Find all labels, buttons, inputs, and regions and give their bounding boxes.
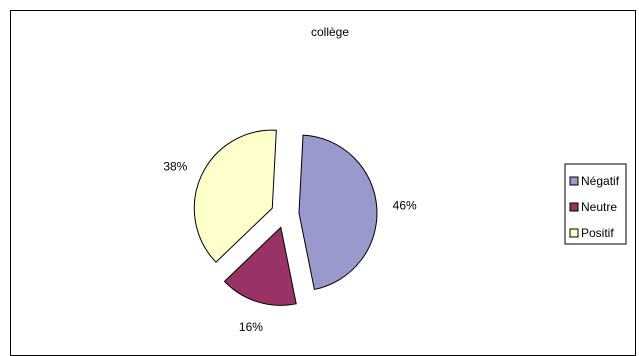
legend-label-positif: Positif [581,226,614,240]
pie-label-neutre: 16% [239,320,263,334]
chart-title: collège [311,25,349,39]
legend-swatch-negatif [569,176,579,186]
pie-slice-positif [193,129,277,263]
chart-legend: Négatif Neutre Positif [564,163,627,245]
legend-label-negatif: Négatif [581,174,620,188]
pie-label-positif: 38% [163,160,187,174]
pie-slice-neutre [223,226,297,306]
pie-slice-negatif [298,134,378,291]
legend-swatch-neutre [569,202,579,212]
pie-value-labels: 46% 16% 38% [163,160,417,334]
legend-swatch-positif [569,228,579,238]
pie-slices [193,129,378,306]
legend-label-neutre: Neutre [581,200,617,214]
pie-label-negatif: 46% [393,199,417,213]
